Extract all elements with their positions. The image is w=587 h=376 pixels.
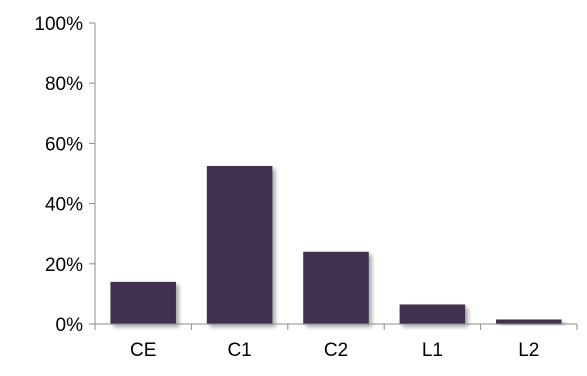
- x-tick-label: L2: [518, 340, 539, 361]
- y-tick-label: 100%: [34, 14, 83, 35]
- bars-group: [110, 165, 562, 324]
- y-tick-label: 0%: [56, 315, 84, 336]
- x-tick-label: CE: [130, 340, 156, 361]
- bar-c2: [303, 251, 369, 324]
- y-tick-label: 60%: [45, 134, 83, 155]
- bar-l1: [399, 304, 466, 324]
- x-ticks-group: CE C1 C2 L1 L2: [94, 324, 578, 361]
- x-tick-label: C1: [227, 340, 251, 361]
- y-ticks-group: 0% 20% 40% 60% 80% 100%: [34, 14, 95, 336]
- y-tick-label: 40%: [45, 195, 83, 216]
- y-tick-label: 20%: [45, 255, 83, 276]
- x-tick-label: L1: [422, 340, 443, 361]
- bar-ce: [110, 281, 176, 324]
- y-tick-label: 80%: [45, 74, 83, 95]
- bar-l2: [496, 319, 562, 324]
- bar-c1: [206, 165, 273, 324]
- x-tick-label: C2: [324, 340, 348, 361]
